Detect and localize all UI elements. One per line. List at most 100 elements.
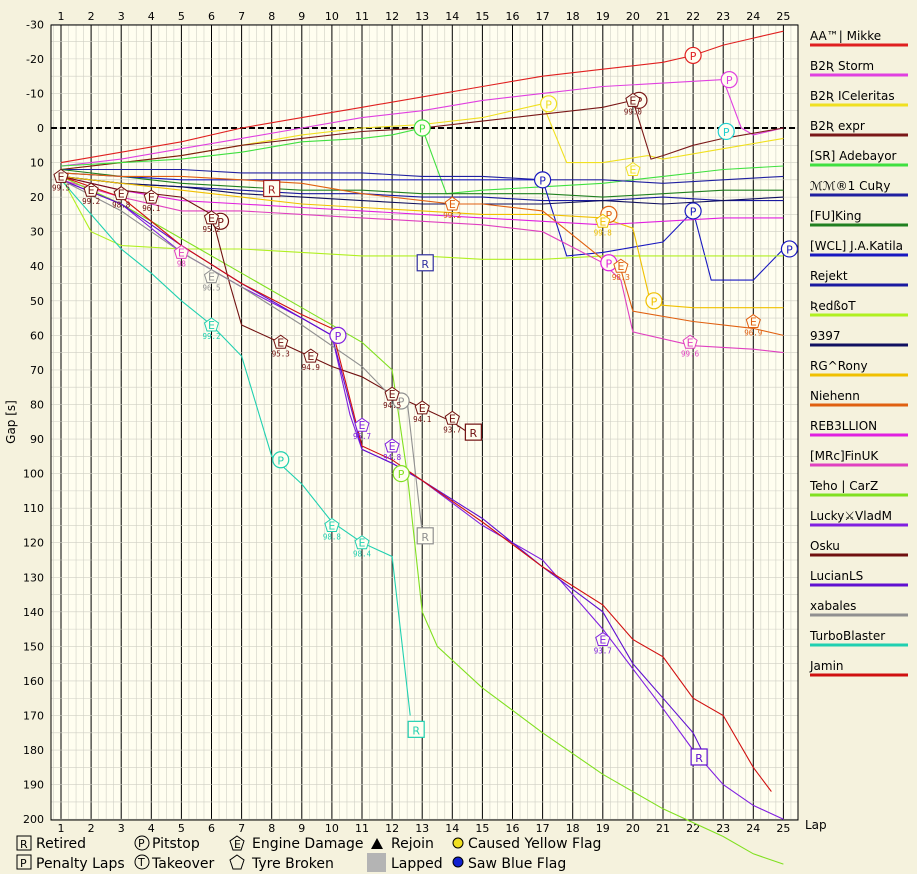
- y-tick-label: -20: [26, 53, 44, 66]
- driver-name-21: TurboBlaster: [809, 629, 885, 643]
- retired-glyph: R: [470, 427, 478, 440]
- engine-damage-marker: E95.3: [272, 334, 290, 358]
- retired-icon: [16, 835, 32, 851]
- engine-shape: [595, 631, 611, 646]
- engine-shape: [203, 210, 220, 225]
- pitstop-glyph: P: [398, 396, 405, 409]
- pitstop-marker: P: [533, 171, 552, 189]
- legend-lapped: Lapped: [391, 856, 443, 872]
- x-tick-label-top: 2: [88, 10, 95, 23]
- engine-shape: [303, 348, 319, 363]
- engine-damage-marker: E93.7: [594, 631, 612, 655]
- pitstop-marker: P: [717, 122, 735, 141]
- pitstop-glyph: P: [539, 174, 546, 187]
- engine-glyph: E: [88, 184, 95, 197]
- engine-shape: [83, 182, 99, 197]
- driver-name-19: LucianLS: [810, 569, 863, 583]
- engine-shape: [113, 186, 129, 201]
- engine-glyph: E: [58, 170, 65, 183]
- driver-name-12: RG^Rony: [810, 359, 868, 373]
- x-tick-label-top: 13: [415, 10, 429, 23]
- engine-damage-marker: E94.8: [383, 438, 402, 462]
- engine-damage-label: 99.2: [82, 197, 100, 206]
- takeover-icon-glyph: T: [137, 856, 145, 869]
- pitstop-marker: P: [272, 451, 290, 469]
- engine-damage-marker: E98.8: [112, 186, 131, 210]
- engine-damage-marker: E99.6: [681, 334, 700, 358]
- driver-name-8: [WCL] J.A.Katila: [810, 239, 903, 253]
- pitstop-glyph: P: [690, 205, 697, 218]
- y-tick-label: 190: [23, 779, 44, 792]
- engine-damage-label: 95.7: [353, 432, 371, 441]
- x-tick-label-bottom: 8: [268, 822, 275, 835]
- driver-name-7: [FU]King: [810, 209, 861, 223]
- engine-shape: [595, 213, 611, 228]
- y-tick-label: 100: [23, 468, 44, 481]
- engine-glyph: E: [328, 519, 335, 532]
- rejoin-icon: [371, 838, 383, 849]
- tyre-broken-icon: [229, 854, 245, 870]
- pitstop-circle: [329, 326, 347, 344]
- pitstop-glyph: P: [545, 98, 552, 111]
- y-tick-label: 200: [23, 813, 44, 826]
- engine-glyph: E: [687, 336, 694, 349]
- pitstop-glyph: P: [605, 257, 612, 270]
- engine-shape: [444, 196, 460, 211]
- engine-shape: [354, 535, 370, 550]
- x-tick-label-bottom: 2: [88, 822, 95, 835]
- x-tick-label-bottom: 18: [566, 822, 580, 835]
- driver-name-14: REB3LLION: [810, 419, 877, 433]
- pitstop-icon: [134, 835, 150, 851]
- engine-damage-marker: E99.5: [52, 168, 70, 192]
- retired-marker: R: [416, 254, 434, 272]
- pitstop-circle: [540, 95, 558, 113]
- engine-damage-label: 98.3: [612, 273, 630, 282]
- engine-glyph: E: [208, 319, 215, 332]
- x-tick-label-top: 16: [506, 10, 520, 23]
- x-tick-label-bottom: 25: [776, 822, 790, 835]
- x-tick-label-top: 20: [626, 10, 640, 23]
- y-tick-label: 30: [30, 226, 44, 239]
- legend-blue: Saw Blue Flag: [468, 856, 566, 872]
- y-tick-label: -10: [26, 87, 44, 100]
- engine-shape: [625, 161, 641, 176]
- x-tick-label-top: 10: [325, 10, 339, 23]
- x-tick-label-bottom: 22: [686, 822, 700, 835]
- y-tick-label: 40: [30, 260, 44, 273]
- pitstop-circle: [720, 71, 738, 89]
- driver-name-18: Osku: [810, 539, 840, 553]
- x-tick-label-top: 19: [596, 10, 610, 23]
- engine-damage-marker: E99.8: [594, 213, 612, 237]
- engine-damage-marker: E98.8: [323, 517, 341, 541]
- retired-box: [407, 720, 425, 738]
- series-line-22: [60, 175, 772, 792]
- legend-engine: Engine Damage: [252, 836, 364, 852]
- y-tick-label: -30: [26, 18, 44, 31]
- pitstop-glyph: P: [335, 330, 342, 343]
- engine-shape: [384, 438, 400, 453]
- pitstop-marker: P: [645, 292, 663, 310]
- x-tick-label-bottom: 24: [746, 822, 760, 835]
- penalty-icon-glyph: P: [20, 857, 27, 870]
- engine-glyph: E: [449, 412, 456, 425]
- driver-name-17: Lucky⚔VladM: [810, 509, 892, 523]
- x-tick-label-bottom: 19: [596, 822, 610, 835]
- engine-glyph: E: [389, 440, 396, 453]
- retired-marker: R: [690, 748, 708, 766]
- retired-marker: R: [416, 527, 434, 545]
- engine-damage-label: 94.9: [302, 363, 320, 372]
- retired-marker: R: [407, 720, 425, 738]
- pitstop-glyph: P: [398, 468, 405, 481]
- x-tick-label-top: 11: [355, 10, 369, 23]
- engine-glyph: E: [629, 94, 636, 107]
- driver-name-15: [MRc]FinUK: [810, 449, 879, 463]
- x-tick-label-bottom: 13: [415, 822, 429, 835]
- engine-damage-label: 99.2: [443, 211, 461, 220]
- retired-box: [416, 527, 434, 545]
- pitstop-marker: P: [540, 95, 558, 113]
- pitstop-glyph: P: [726, 74, 733, 87]
- series-line-15: [60, 179, 784, 354]
- x-tick-label-top: 25: [776, 10, 790, 23]
- engine-shape: [613, 258, 629, 273]
- retired-box: [690, 748, 708, 766]
